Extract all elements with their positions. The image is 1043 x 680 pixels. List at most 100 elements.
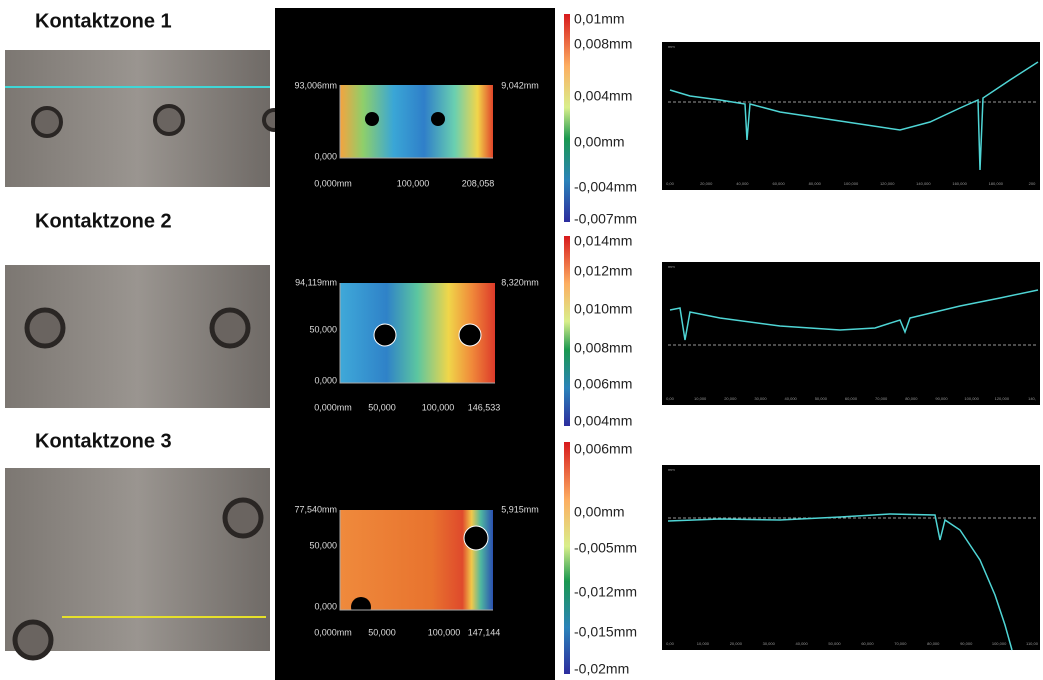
colorbar-label: 0,004mm xyxy=(574,413,632,429)
profile-x-label: 160,000 xyxy=(952,181,967,186)
profile-x-label: 20,000 xyxy=(700,181,713,186)
profile-x-label: 50,000 xyxy=(828,641,841,646)
heatmap-x-label: 0,000mm xyxy=(314,627,352,637)
profile-x-label: 100,000 xyxy=(844,181,859,186)
colorbars xyxy=(564,14,570,674)
profile-x-label: 0,00 xyxy=(666,396,675,401)
colorbar-label: -0,007mm xyxy=(574,211,637,227)
heatmap xyxy=(340,85,493,158)
hole xyxy=(374,324,396,346)
colorbar-label: 0,006mm xyxy=(574,441,632,457)
heatmap-y-label: 50,000 xyxy=(309,540,337,550)
heatmap-x-label: 208,058 xyxy=(462,178,495,188)
hole xyxy=(225,500,261,536)
colorbar xyxy=(564,14,570,222)
zone-title: Kontaktzone 1 xyxy=(35,10,172,32)
profile-x-label: 40,000 xyxy=(796,641,809,646)
heatmap-z-label: 5,915mm xyxy=(501,504,539,514)
hole xyxy=(15,622,51,658)
profile-panel xyxy=(662,42,1040,190)
profile-x-label: 90,000 xyxy=(960,641,973,646)
heatmap xyxy=(340,510,493,610)
profile-x-label: 140, xyxy=(1028,396,1036,401)
hole xyxy=(351,597,371,617)
profile-x-label: 0,00 xyxy=(666,181,675,186)
profile-panel xyxy=(662,465,1040,650)
profile-x-label: 80,000 xyxy=(927,641,940,646)
hole xyxy=(464,526,488,550)
colorbar xyxy=(564,236,570,426)
profiles xyxy=(662,42,1040,650)
profile-x-label: 110,00 xyxy=(1026,641,1039,646)
profile-x-label: 180,000 xyxy=(989,181,1004,186)
colorbar-label: 0,014mm xyxy=(574,233,632,249)
heatmap-x-label: 0,000mm xyxy=(314,178,352,188)
heatmap-y-label: 0,000 xyxy=(314,375,337,385)
profile-x-label: 10,000 xyxy=(694,396,707,401)
colorbar-label: -0,02mm xyxy=(574,661,629,677)
colorbar-label: -0,015mm xyxy=(574,624,637,640)
profile-x-label: 70,000 xyxy=(875,396,888,401)
heatmap-y-label: 94,119mm xyxy=(295,277,337,287)
profile-x-label: 120,000 xyxy=(995,396,1010,401)
heatmap-x-label: 50,000 xyxy=(368,627,396,637)
profile-x-label: 60,000 xyxy=(772,181,785,186)
heatmap-x-label: 100,000 xyxy=(428,627,461,637)
heatmap-y-label: 93,006mm xyxy=(294,80,337,90)
colorbar-label: 0,004mm xyxy=(574,88,632,104)
heatmap-z-label: 8,320mm xyxy=(501,277,539,287)
hole xyxy=(365,112,379,126)
colorbar xyxy=(564,442,570,674)
profile-unit: mm xyxy=(668,264,675,269)
profile-x-label: 90,000 xyxy=(935,396,948,401)
colorbar-label: -0,005mm xyxy=(574,540,637,556)
heatmaps xyxy=(275,8,555,680)
profile-unit: mm xyxy=(668,44,675,49)
profile-x-label: 60,000 xyxy=(861,641,874,646)
profile-x-label: 40,000 xyxy=(785,396,798,401)
profile-x-label: 70,000 xyxy=(894,641,907,646)
profile-x-label: 0,00 xyxy=(666,641,675,646)
profile-x-label: 100,000 xyxy=(992,641,1007,646)
heatmap-x-label: 146,533 xyxy=(468,402,501,412)
heatmap-x-label: 0,000mm xyxy=(314,402,352,412)
hole xyxy=(212,310,248,346)
heatmap-z-label: 9,042mm xyxy=(501,80,539,90)
profile-x-label: 80,000 xyxy=(905,396,918,401)
profile-x-label: 40,000 xyxy=(736,181,749,186)
heatmap-x-label: 100,000 xyxy=(397,178,430,188)
heatmap-y-label: 0,000 xyxy=(314,601,337,611)
profile-x-label: 60,000 xyxy=(845,396,858,401)
colorbar-label: -0,004mm xyxy=(574,179,637,195)
heatmap-y-label: 77,540mm xyxy=(294,504,337,514)
page: Kontaktzone 10,01mm0,008mm0,004mm0,00mm-… xyxy=(0,0,1043,680)
profile-x-label: 120,000 xyxy=(880,181,895,186)
figure: Kontaktzone 10,01mm0,008mm0,004mm0,00mm-… xyxy=(0,0,1043,680)
colorbar-label: 0,008mm xyxy=(574,36,632,52)
colorbar-label: -0,012mm xyxy=(574,584,637,600)
photos xyxy=(5,50,284,658)
hole xyxy=(33,108,61,136)
heatmap-x-label: 100,000 xyxy=(422,402,455,412)
colorbar-label: 0,010mm xyxy=(574,301,632,317)
profile-x-label: 140,000 xyxy=(916,181,931,186)
zone-title: Kontaktzone 2 xyxy=(35,210,172,232)
hole xyxy=(459,324,481,346)
heatmap-y-label: 50,000 xyxy=(309,324,337,334)
colorbar-label: 0,008mm xyxy=(574,340,632,356)
colorbar-label: 0,006mm xyxy=(574,376,632,392)
hole xyxy=(431,112,445,126)
profile-x-label: 30,000 xyxy=(763,641,776,646)
colorbar-label: 0,01mm xyxy=(574,11,625,27)
hole xyxy=(27,310,63,346)
profile-x-label: 50,000 xyxy=(815,396,828,401)
hole xyxy=(155,106,183,134)
profile-unit: mm xyxy=(668,467,675,472)
heatmap-x-label: 50,000 xyxy=(368,402,396,412)
profile-x-label: 20,000 xyxy=(724,396,737,401)
profile-panel xyxy=(662,262,1040,405)
heatmap-x-label: 147,144 xyxy=(468,627,501,637)
colorbar-label: 0,00mm xyxy=(574,134,625,150)
heatmap-y-label: 0,000 xyxy=(314,151,337,161)
profile-x-label: 200 xyxy=(1029,181,1036,186)
